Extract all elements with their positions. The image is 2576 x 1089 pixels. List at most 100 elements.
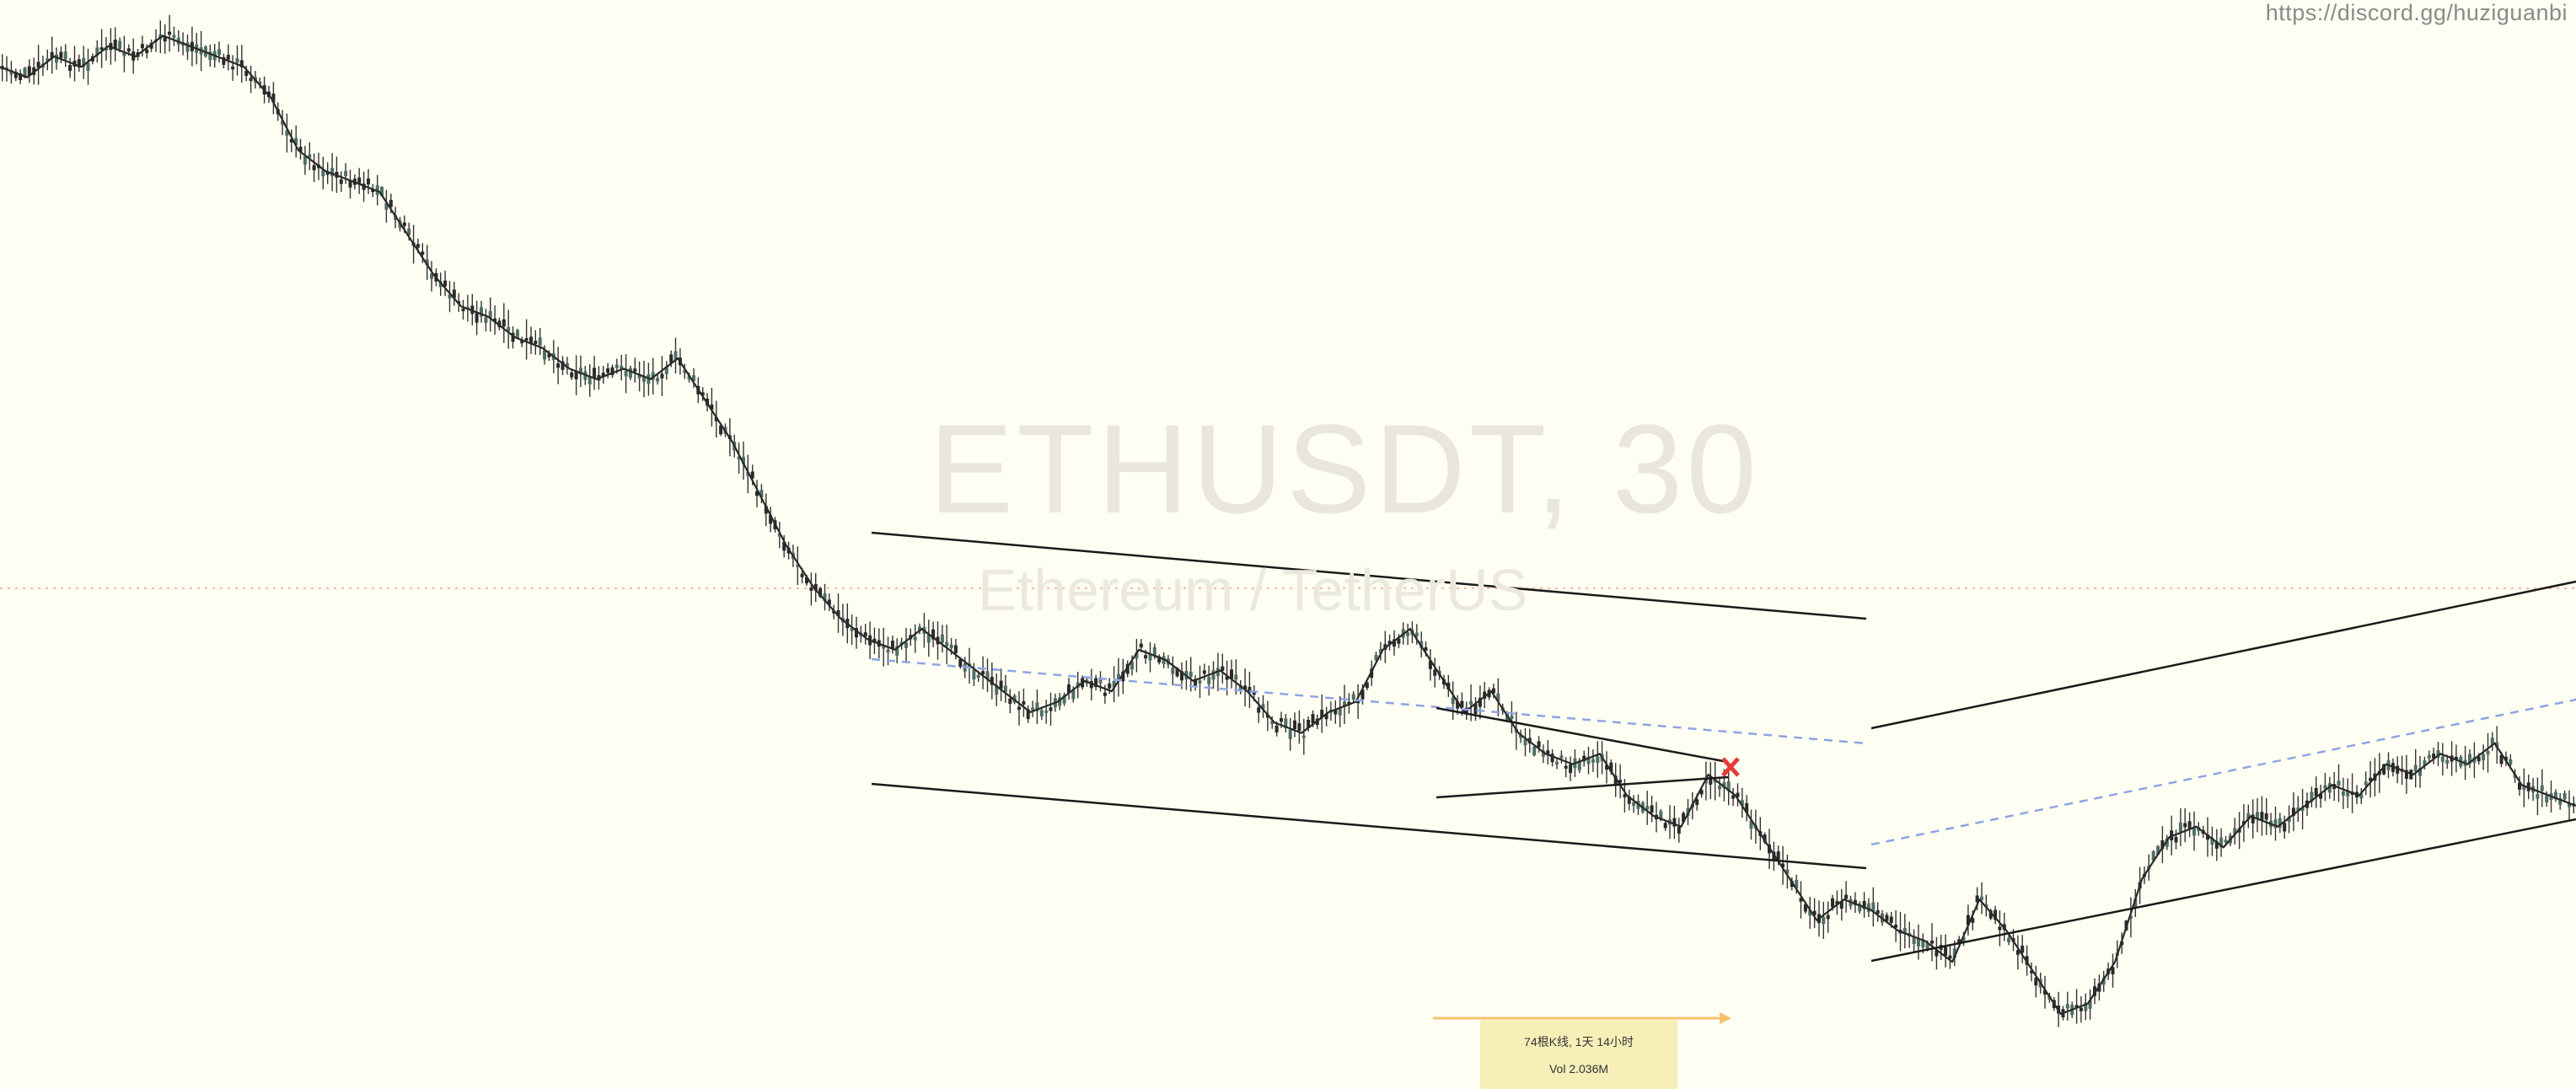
candle-body [2160,840,2165,850]
candle-body [1275,725,1279,732]
candle-body [782,541,786,551]
candle-body [1261,704,1265,710]
candle-body [1858,904,1862,912]
candle-body [1781,863,1785,867]
descending-channel-mid[interactable] [871,657,1867,745]
candle-body [1736,792,1740,797]
candle-body [700,392,705,396]
candle-body [1663,823,1667,829]
candle-body [642,376,646,382]
candle-body [674,351,678,360]
candle-body [389,200,393,207]
candle-body [805,577,808,584]
candle-body [953,645,958,653]
candle-body [1473,704,1478,714]
candle-body [1613,775,1618,785]
ascending-channel-upper[interactable] [1870,580,2576,730]
candle-body [1994,909,1998,920]
candle-body [2278,818,2282,828]
candle-body [2088,1000,2092,1009]
candle-body [2418,768,2422,776]
ascending-channel-lower[interactable] [1870,818,2576,963]
candle-body [2427,754,2431,759]
candle-body [601,373,605,378]
candle-body [1338,708,1342,716]
candle-body [556,363,561,368]
candle-body [244,71,249,77]
descending-channel-lower[interactable] [871,782,1867,870]
candle-body [46,58,50,62]
candle-body [818,588,823,597]
candle-body [371,189,375,192]
candle-body [1623,794,1627,797]
candle-body [669,354,674,363]
candle-body [543,350,546,360]
candle-body [2210,838,2214,845]
candle-body [1839,901,1843,909]
triangle-upper[interactable] [1436,706,1729,764]
candle-body [2165,838,2169,847]
candle-body [1297,723,1301,732]
candle-body [886,649,890,652]
candle-body [2214,841,2219,849]
triangle-lower[interactable] [1436,775,1729,799]
candle-body [570,372,574,378]
candle-body [113,40,117,50]
candle-body [759,490,764,498]
candle-body [50,51,54,58]
candle-body [904,642,908,648]
candle-body [1980,896,1983,900]
candle-body [2545,795,2549,803]
candle-body [2440,756,2445,762]
candle-body [82,57,86,67]
candle-body [208,51,212,60]
candle-body [1374,655,1378,661]
candle-body [1387,641,1392,645]
candle-body [2273,819,2278,829]
candle-body [1365,682,1369,689]
candle-body [2224,840,2228,843]
candle-body [1722,782,1726,788]
candle-body [918,626,921,631]
candle-body [118,40,122,49]
candle-body [1921,939,1925,947]
candle-body [2246,813,2251,820]
candle-body [656,378,660,382]
candle-body [1876,909,1880,915]
candle-body [1148,654,1152,661]
candle-body [2369,777,2373,781]
candle-body [855,628,858,638]
candle-body [945,641,949,646]
candle-body [574,371,578,379]
candle-body [1894,925,1898,928]
candle-body [624,370,628,377]
candle-body [416,244,420,248]
ascending-channel-mid[interactable] [1870,698,2576,846]
candle-body [742,457,745,464]
candle-body [1071,689,1076,700]
candle-body [2291,807,2295,816]
candle-body [809,587,813,591]
candle-body [1871,902,1876,912]
candle-body [59,51,63,58]
candle-body [1446,682,1451,689]
candle-body [1175,668,1179,677]
candle-body [55,54,58,63]
candle-body [294,137,298,145]
candle-body [1609,762,1613,772]
candle-body [2187,821,2192,829]
candle-body [1645,806,1650,810]
candle-body [2233,828,2237,834]
candle-body [1496,693,1500,701]
candle-body [2432,754,2436,759]
candle-body [520,341,524,344]
descending-channel-upper[interactable] [871,531,1867,620]
candle-body [813,583,818,591]
candle-body [895,646,899,656]
candle-body [2364,781,2368,786]
candle-body [2206,834,2209,840]
candle-body [1835,900,1839,904]
candle-body [1971,918,1975,923]
candle-body [1098,679,1103,684]
